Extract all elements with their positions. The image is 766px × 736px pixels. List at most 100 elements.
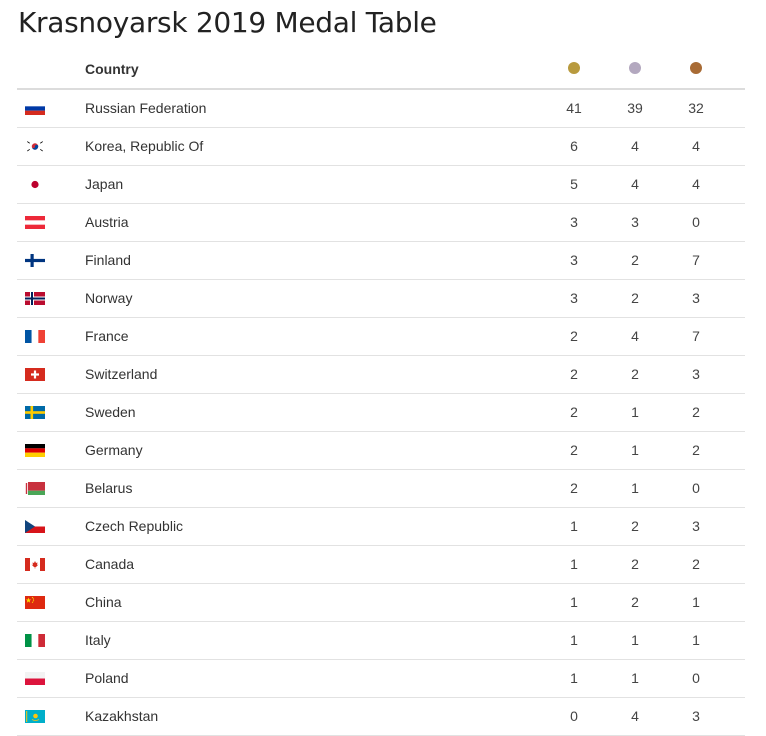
bronze-count: 2: [692, 442, 700, 458]
bronze-count: 0: [692, 480, 700, 496]
sweden-flag-icon: [25, 406, 45, 419]
country-name: Italy: [85, 632, 111, 648]
country-name: Czech Republic: [85, 518, 184, 534]
bronze-count: 1: [692, 632, 700, 648]
gold-count: 1: [570, 670, 578, 686]
country-column-header: Country: [85, 61, 139, 77]
austria-flag-icon: [25, 216, 45, 229]
table-header: Country: [17, 48, 745, 90]
table-row: Belarus 2 1 0: [17, 470, 745, 508]
france-flag-icon: [25, 330, 45, 343]
table-row: Canada 1 2 2: [17, 546, 745, 584]
gold-count: 3: [570, 290, 578, 306]
silver-count: 2: [631, 366, 639, 382]
bronze-count: 4: [692, 176, 700, 192]
bronze-count: 4: [692, 138, 700, 154]
country-name: Sweden: [85, 404, 136, 420]
table-row: Switzerland 2 2 3: [17, 356, 745, 394]
silver-count: 2: [631, 518, 639, 534]
country-name: Switzerland: [85, 366, 158, 382]
country-name: Belarus: [85, 480, 133, 496]
gold-count: 2: [570, 328, 578, 344]
table-body: Russian Federation 41 39 32 Korea, Republic …: [17, 90, 745, 736]
country-name: Austria: [85, 214, 129, 230]
table-row: Finland 3 2 7: [17, 242, 745, 280]
silver-count: 4: [631, 176, 639, 192]
silver-count: 1: [631, 442, 639, 458]
table-row: Kazakhstan 0 4 3: [17, 698, 745, 736]
gold-count: 1: [570, 518, 578, 534]
table-row: China 1 2 1: [17, 584, 745, 622]
japan-flag-icon: [25, 178, 45, 191]
page-title: Krasnoyarsk 2019 Medal Table: [18, 6, 437, 39]
gold-count: 1: [570, 632, 578, 648]
bronze-count: 7: [692, 328, 700, 344]
bronze-count: 3: [692, 518, 700, 534]
silver-count: 2: [631, 594, 639, 610]
czech-flag-icon: [25, 520, 45, 533]
silver-count: 2: [631, 252, 639, 268]
silver-count: 1: [631, 404, 639, 420]
poland-flag-icon: [25, 672, 45, 685]
gold-count: 41: [566, 100, 582, 116]
table-row: Austria 3 3 0: [17, 204, 745, 242]
gold-count: 3: [570, 214, 578, 230]
country-name: Russian Federation: [85, 100, 207, 116]
silver-count: 3: [631, 214, 639, 230]
silver-count: 1: [631, 480, 639, 496]
silver-count: 1: [631, 632, 639, 648]
bronze-count: 0: [692, 214, 700, 230]
gold-count: 2: [570, 480, 578, 496]
country-name: Kazakhstan: [85, 708, 159, 724]
norway-flag-icon: [25, 292, 45, 305]
country-name: Poland: [85, 670, 129, 686]
table-row: France 2 4 7: [17, 318, 745, 356]
gold-count: 2: [570, 442, 578, 458]
table-row: Norway 3 2 3: [17, 280, 745, 318]
country-name: France: [85, 328, 129, 344]
china-flag-icon: [25, 596, 45, 609]
table-row: Korea, Republic Of 6 4 4: [17, 128, 745, 166]
gold-count: 0: [570, 708, 578, 724]
bronze-count: 3: [692, 708, 700, 724]
gold-count: 3: [570, 252, 578, 268]
gold-count: 2: [570, 404, 578, 420]
table-row: Czech Republic 1 2 3: [17, 508, 745, 546]
silver-count: 4: [631, 328, 639, 344]
russia-flag-icon: [25, 102, 45, 115]
table-row: Germany 2 1 2: [17, 432, 745, 470]
country-name: Finland: [85, 252, 131, 268]
bronze-count: 3: [692, 290, 700, 306]
silver-medal-icon: [629, 62, 641, 74]
belarus-flag-icon: [25, 482, 45, 495]
bronze-count: 2: [692, 404, 700, 420]
silver-count: 2: [631, 556, 639, 572]
bronze-count: 32: [688, 100, 704, 116]
bronze-medal-icon: [690, 62, 702, 74]
country-name: Canada: [85, 556, 135, 572]
silver-count: 2: [631, 290, 639, 306]
italy-flag-icon: [25, 634, 45, 647]
country-name: Korea, Republic Of: [85, 138, 204, 154]
gold-count: 2: [570, 366, 578, 382]
kazakhstan-flag-icon: [25, 710, 45, 723]
bronze-count: 0: [692, 670, 700, 686]
country-name: Japan: [85, 176, 124, 192]
country-name: Germany: [85, 442, 143, 458]
silver-count: 39: [627, 100, 643, 116]
korea-flag-icon: [25, 140, 45, 153]
silver-count: 1: [631, 670, 639, 686]
table-row: Sweden 2 1 2: [17, 394, 745, 432]
finland-flag-icon: [25, 254, 45, 267]
canada-flag-icon: [25, 558, 45, 571]
table-row: Japan 5 4 4: [17, 166, 745, 204]
germany-flag-icon: [25, 444, 45, 457]
switzerland-flag-icon: [25, 368, 45, 381]
gold-count: 1: [570, 556, 578, 572]
gold-count: 1: [570, 594, 578, 610]
bronze-count: 3: [692, 366, 700, 382]
table-row: Poland 1 1 0: [17, 660, 745, 698]
silver-count: 4: [631, 138, 639, 154]
bronze-count: 1: [692, 594, 700, 610]
bronze-count: 2: [692, 556, 700, 572]
